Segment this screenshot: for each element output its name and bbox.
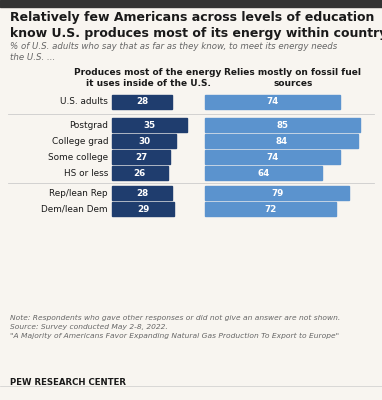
Text: 79: 79 [271,188,283,198]
Text: Relies mostly on fossil fuel
sources: Relies mostly on fossil fuel sources [225,68,361,88]
Text: PEW RESEARCH CENTER: PEW RESEARCH CENTER [10,378,126,387]
Text: Dem/lean Dem: Dem/lean Dem [41,204,108,214]
Bar [205,134,358,148]
Text: 35: 35 [143,120,155,130]
Bar [205,202,336,216]
Text: 28: 28 [136,98,148,106]
Text: Produces most of the energy
it uses inside of the U.S.: Produces most of the energy it uses insi… [74,68,222,88]
Text: Source: Survey conducted May 2-8, 2022.: Source: Survey conducted May 2-8, 2022. [10,324,168,330]
Bar [112,150,170,164]
Text: 26: 26 [134,168,146,178]
Text: College grad: College grad [52,136,108,146]
Bar [205,95,340,109]
Bar [205,186,349,200]
Text: 84: 84 [275,136,288,146]
Bar [112,202,174,216]
Text: U.S. adults: U.S. adults [60,98,108,106]
Text: 28: 28 [136,188,148,198]
Text: 74: 74 [266,98,278,106]
Bar [112,118,187,132]
Text: 29: 29 [137,204,149,214]
Text: 72: 72 [264,204,277,214]
Text: 27: 27 [135,152,147,162]
Bar [205,150,340,164]
Bar [0,0,382,7]
Text: HS or less: HS or less [64,168,108,178]
Text: Some college: Some college [48,152,108,162]
Text: "A Majority of Americans Favor Expanding Natural Gas Production To Export to Eur: "A Majority of Americans Favor Expanding… [10,333,339,339]
Text: 30: 30 [138,136,150,146]
Text: Rep/lean Rep: Rep/lean Rep [49,188,108,198]
Text: 85: 85 [277,120,288,130]
Text: 64: 64 [257,168,269,178]
Text: % of U.S. adults who say that as far as they know, to meet its energy needs
the : % of U.S. adults who say that as far as … [10,42,337,62]
Text: 74: 74 [266,152,278,162]
Bar [112,134,176,148]
Bar [112,166,168,180]
Bar [205,118,360,132]
Bar [112,186,172,200]
Text: Note: Respondents who gave other responses or did not give an answer are not sho: Note: Respondents who gave other respons… [10,315,340,321]
Text: Relatively few Americans across levels of education
know U.S. produces most of i: Relatively few Americans across levels o… [10,11,382,40]
Bar [112,95,172,109]
Bar [205,166,322,180]
Text: Postgrad: Postgrad [69,120,108,130]
